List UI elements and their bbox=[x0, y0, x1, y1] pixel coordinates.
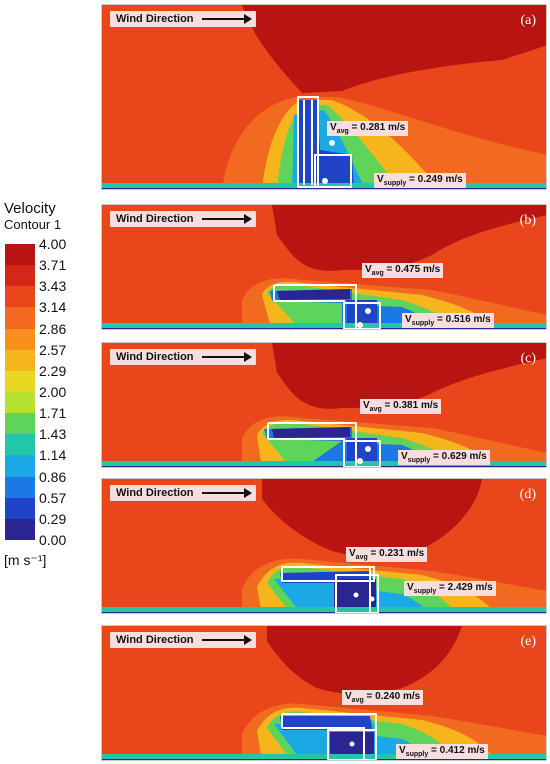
panel-label: (e) bbox=[520, 634, 536, 649]
legend-title: Velocity bbox=[4, 200, 56, 217]
panel-a: Wind Direction (a) Vavg = 0.281 m/s Vsup… bbox=[101, 4, 547, 190]
legend-tick-label: 3.43 bbox=[39, 278, 67, 295]
legend-tick-label: 3.14 bbox=[39, 299, 67, 316]
panel-label: (d) bbox=[519, 487, 536, 502]
legend-tick-label: 1.43 bbox=[39, 426, 67, 443]
v-avg-annotation: Vavg = 0.381 m/s bbox=[360, 399, 442, 414]
legend-swatch bbox=[5, 265, 35, 287]
legend-tick-label: 4.00 bbox=[39, 236, 67, 252]
legend-tick-label: 0.29 bbox=[39, 510, 67, 527]
legend-unit: [m s⁻¹] bbox=[4, 552, 47, 568]
legend-subtitle: Contour 1 bbox=[4, 217, 62, 232]
legend-swatch bbox=[5, 307, 35, 330]
v-avg-annotation: Vavg = 0.281 m/s bbox=[327, 121, 409, 136]
legend-swatch bbox=[5, 328, 35, 351]
wind-direction-label: Wind Direction bbox=[110, 349, 256, 365]
legend-swatch bbox=[5, 244, 35, 266]
legend-swatch bbox=[5, 518, 35, 541]
legend-swatch bbox=[5, 413, 35, 435]
legend-swatch bbox=[5, 349, 35, 372]
panel-e: Wind Direction (e) Vavg = 0.240 m/s Vsup… bbox=[101, 625, 547, 761]
v-avg-annotation: Vavg = 0.231 m/s bbox=[346, 547, 428, 562]
wind-arrow-icon bbox=[201, 14, 252, 24]
velocity-field-d bbox=[102, 479, 546, 613]
legend-swatch bbox=[5, 476, 35, 499]
legend-tick-label: 0.86 bbox=[39, 468, 67, 485]
v-supply-annotation: Vsupply = 2.429 m/s bbox=[404, 581, 496, 596]
panel-b: Wind Direction (b) Vavg = 0.475 m/s Vsup… bbox=[101, 204, 547, 330]
v-supply-annotation: Vsupply = 0.629 m/s bbox=[398, 450, 490, 465]
panel-label: (b) bbox=[519, 213, 536, 228]
v-supply-annotation: Vsupply = 0.516 m/s bbox=[402, 313, 494, 328]
legend-tick-label: 0.00 bbox=[39, 532, 67, 548]
v-supply-annotation: Vsupply = 0.249 m/s bbox=[374, 173, 466, 188]
velocity-field-a bbox=[102, 5, 546, 189]
legend-swatch bbox=[5, 434, 35, 456]
wind-direction-label: Wind Direction bbox=[110, 632, 256, 648]
wind-direction-label: Wind Direction bbox=[110, 11, 256, 27]
wind-arrow-icon bbox=[201, 214, 252, 224]
wind-arrow-icon bbox=[201, 635, 252, 645]
legend-tick-label: 3.71 bbox=[39, 257, 67, 274]
wind-arrow-icon bbox=[201, 488, 252, 498]
legend-swatch bbox=[5, 455, 35, 478]
panel-c: Wind Direction (c) Vavg = 0.381 m/s Vsup… bbox=[101, 342, 547, 468]
legend-tick-label: 2.86 bbox=[39, 320, 67, 337]
velocity-legend: Velocity Contour 1 4.00 3.71 3.43 3.14 2.86 2… bbox=[0, 198, 98, 578]
panel-label: (a) bbox=[520, 13, 536, 28]
legend-tick-label: 1.71 bbox=[39, 405, 67, 422]
legend-swatch bbox=[5, 286, 35, 308]
legend-tick-label: 2.57 bbox=[39, 341, 67, 358]
legend-tick-label: 1.14 bbox=[39, 447, 67, 464]
v-supply-annotation: Vsupply = 0.412 m/s bbox=[396, 744, 488, 759]
legend-tick-label: 2.29 bbox=[39, 362, 67, 379]
panel-d: Wind Direction (d) Vavg = 0.231 m/s Vsup… bbox=[101, 478, 547, 614]
legend-color-bar bbox=[5, 244, 35, 541]
legend-tick-label: 0.57 bbox=[39, 489, 67, 506]
legend-swatch bbox=[5, 497, 35, 520]
legend-swatch bbox=[5, 392, 35, 414]
panel-label: (c) bbox=[520, 351, 536, 366]
wind-arrow-icon bbox=[201, 352, 252, 362]
wind-direction-label: Wind Direction bbox=[110, 485, 256, 501]
legend-swatch bbox=[5, 370, 35, 393]
wind-direction-label: Wind Direction bbox=[110, 211, 256, 227]
legend-tick-label: 2.00 bbox=[39, 384, 67, 400]
v-avg-annotation: Vavg = 0.475 m/s bbox=[362, 263, 444, 278]
velocity-field-e bbox=[102, 626, 546, 760]
v-avg-annotation: Vavg = 0.240 m/s bbox=[342, 690, 424, 705]
